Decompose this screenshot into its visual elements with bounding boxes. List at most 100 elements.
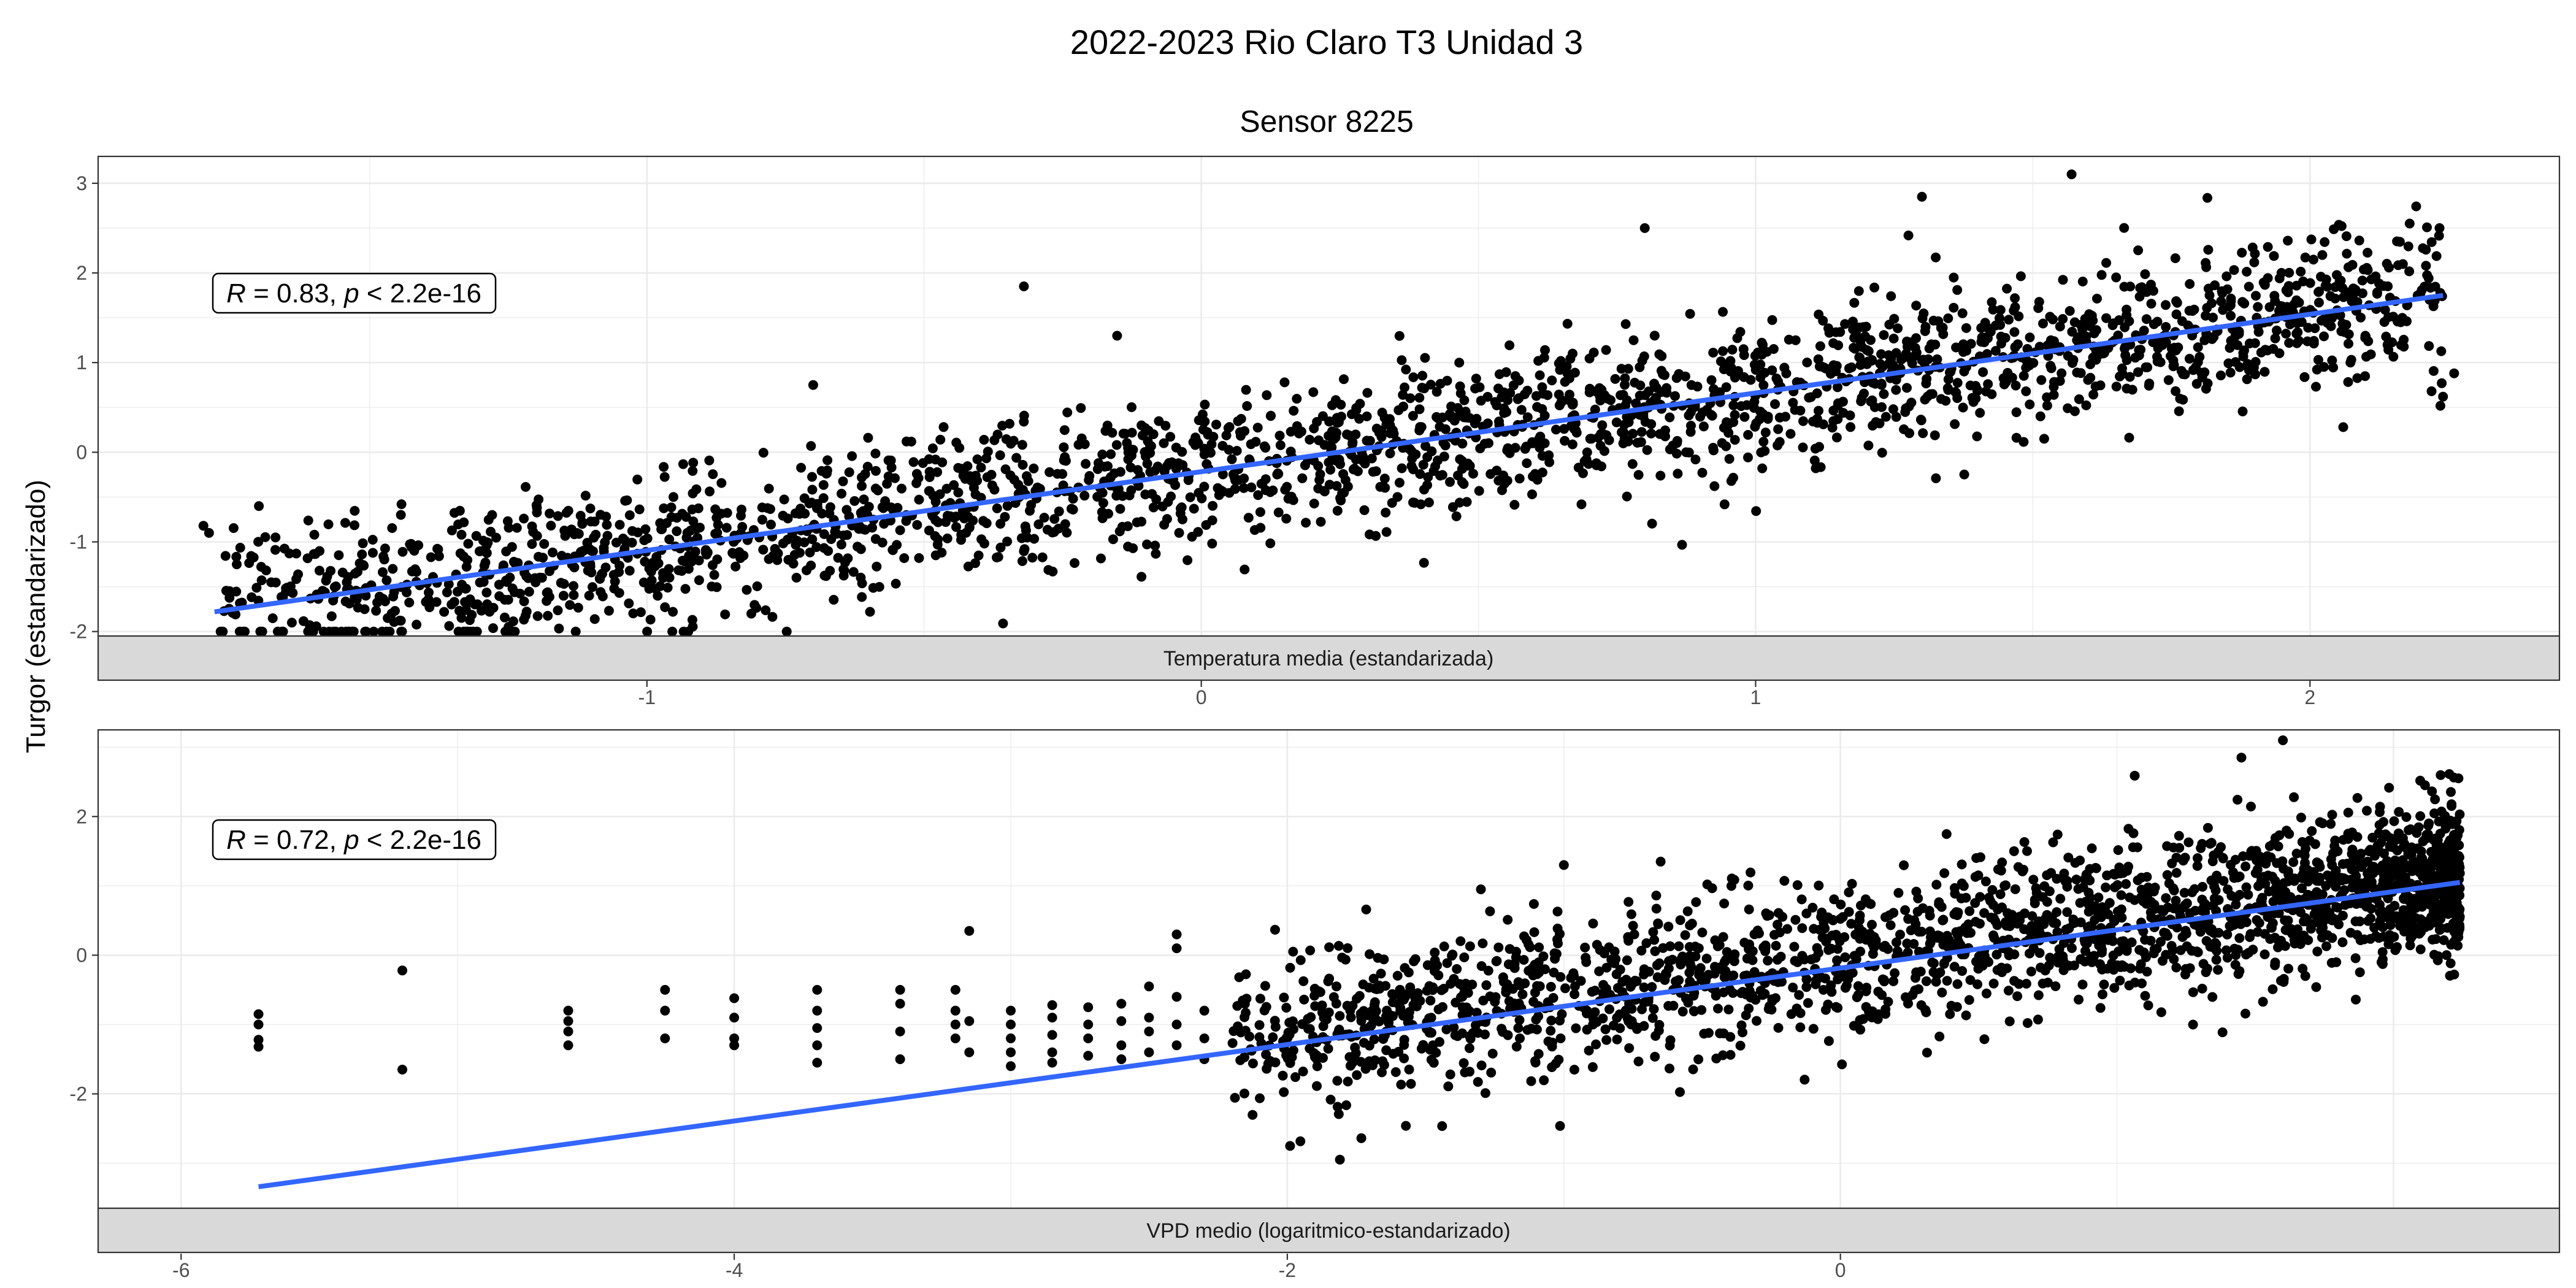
temperature-data-point xyxy=(642,626,653,637)
temperature-data-point xyxy=(1252,423,1263,433)
temperature-data-point xyxy=(538,553,548,563)
vpd-data-point xyxy=(1584,1045,1594,1056)
temperature-data-point xyxy=(655,581,665,591)
vpd-data-point xyxy=(1957,878,1967,889)
temperature-data-point xyxy=(498,560,508,570)
temperature-data-point xyxy=(2088,315,2098,326)
vpd-data-point xyxy=(1047,1057,1057,1068)
vpd-data-point xyxy=(2071,917,2081,927)
temperature-data-point xyxy=(2438,391,2448,402)
temperature-data-point xyxy=(2046,363,2057,374)
vpd-data-point xyxy=(2234,933,2245,943)
temperature-data-point xyxy=(1814,405,1823,416)
vpd-data-point xyxy=(1352,1070,1362,1080)
temperature-data-point xyxy=(2173,342,2183,353)
temperature-data-point xyxy=(1888,334,1899,343)
temperature-data-point xyxy=(807,472,817,482)
temperature-data-point xyxy=(1719,423,1729,433)
temperature-data-point xyxy=(510,626,520,637)
vpd-data-point xyxy=(2118,936,2129,946)
vpd-data-point xyxy=(1744,904,1754,914)
vpd-data-point xyxy=(1287,1016,1298,1027)
vpd-data-point xyxy=(1779,876,1790,886)
temperature-data-point xyxy=(632,527,643,538)
temperature-data-point xyxy=(880,496,891,506)
vpd-data-point xyxy=(1588,1013,1598,1024)
vpd-data-point xyxy=(1895,929,1905,940)
temperature-data-point xyxy=(970,558,980,569)
temperature-data-point xyxy=(1845,410,1855,421)
temperature-data-point xyxy=(1243,513,1254,523)
temperature-data-point xyxy=(2229,265,2239,275)
temperature-data-point xyxy=(483,537,493,548)
temperature-data-point xyxy=(453,586,462,597)
vpd-data-point xyxy=(1925,910,1935,921)
temperature-data-point xyxy=(2336,275,2346,286)
temperature-data-point xyxy=(1931,252,1941,263)
vpd-data-point xyxy=(1343,1076,1353,1087)
vpd-data-point xyxy=(1937,987,1947,998)
temperature-data-point xyxy=(1308,387,1319,397)
temperature-data-point xyxy=(1950,387,1960,397)
vpd-data-point xyxy=(2431,934,2441,945)
temperature-data-point xyxy=(1540,345,1550,355)
temperature-data-point xyxy=(359,604,370,615)
vpd-data-point xyxy=(1728,988,1738,998)
temperature-data-point xyxy=(1743,430,1754,440)
temperature-data-point xyxy=(405,539,415,550)
vpd-data-point xyxy=(2243,889,2253,900)
temperature-data-point xyxy=(2260,345,2271,355)
vpd-data-point xyxy=(2448,772,2459,783)
temperature-data-point xyxy=(1419,485,1429,495)
vpd-data-point xyxy=(2252,855,2262,865)
temperature-data-point xyxy=(887,545,898,555)
temperature-data-point xyxy=(1060,456,1071,466)
vpd-data-point xyxy=(1675,1087,1685,1097)
temperature-data-point xyxy=(256,575,267,586)
temperature-data-point xyxy=(2058,275,2068,285)
vpd-data-point xyxy=(1580,942,1590,953)
temperature-data-point xyxy=(519,615,529,625)
temperature-data-point xyxy=(721,523,732,533)
vpd-data-point xyxy=(1795,1022,1806,1032)
temperature-data-point xyxy=(1332,418,1343,428)
temperature-data-point xyxy=(442,587,452,597)
temperature-data-point xyxy=(1660,370,1669,380)
vpd-data-point xyxy=(2028,875,2039,885)
temperature-y-tick-label: 3 xyxy=(76,172,87,194)
temperature-data-point xyxy=(688,516,699,527)
vpd-data-point xyxy=(2390,900,2400,911)
vpd-data-point xyxy=(1651,891,1662,901)
temperature-data-point xyxy=(879,519,889,529)
vpd-data-point xyxy=(812,1040,822,1051)
temperature-data-point xyxy=(1217,469,1228,480)
vpd-data-point xyxy=(2156,1007,2166,1018)
vpd-data-point xyxy=(2367,832,2378,843)
vpd-data-point xyxy=(1478,938,1488,949)
temperature-data-point xyxy=(611,537,621,548)
temperature-data-point xyxy=(2077,277,2088,286)
temperature-data-point xyxy=(1068,504,1078,515)
vpd-data-point xyxy=(563,1005,573,1016)
vpd-data-point xyxy=(1934,931,1945,941)
vpd-data-point xyxy=(1519,955,1529,965)
vpd-data-point xyxy=(2168,842,2179,853)
temperature-data-point xyxy=(672,526,682,537)
temperature-data-point xyxy=(2223,358,2234,369)
vpd-data-point xyxy=(1503,914,1513,925)
temperature-data-point xyxy=(1045,467,1055,477)
vpd-data-point xyxy=(2128,828,2139,838)
temperature-data-point xyxy=(321,575,331,586)
panel-temperature-points xyxy=(198,169,2459,637)
temperature-data-point xyxy=(1106,449,1116,459)
vpd-data-point xyxy=(1849,951,1860,961)
vpd-data-point xyxy=(2367,882,2378,892)
vpd-data-point xyxy=(1533,1011,1544,1021)
vpd-data-point xyxy=(1807,902,1818,913)
vpd-data-point xyxy=(253,1041,264,1052)
temperature-data-point xyxy=(1988,304,1998,315)
temperature-data-point xyxy=(1856,396,1866,407)
vpd-data-point xyxy=(2254,918,2264,928)
vpd-data-point xyxy=(1663,963,1674,973)
temperature-data-point xyxy=(690,546,700,557)
